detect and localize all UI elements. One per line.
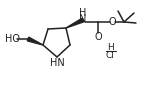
Text: Cl: Cl bbox=[106, 50, 114, 59]
Text: N: N bbox=[79, 14, 87, 24]
Polygon shape bbox=[66, 18, 84, 28]
Text: H: H bbox=[79, 8, 87, 18]
Text: O: O bbox=[108, 17, 116, 27]
Text: H: H bbox=[107, 44, 113, 53]
Text: HO: HO bbox=[6, 34, 20, 44]
Polygon shape bbox=[27, 37, 43, 45]
Text: O: O bbox=[94, 32, 102, 42]
Text: HN: HN bbox=[50, 58, 64, 68]
